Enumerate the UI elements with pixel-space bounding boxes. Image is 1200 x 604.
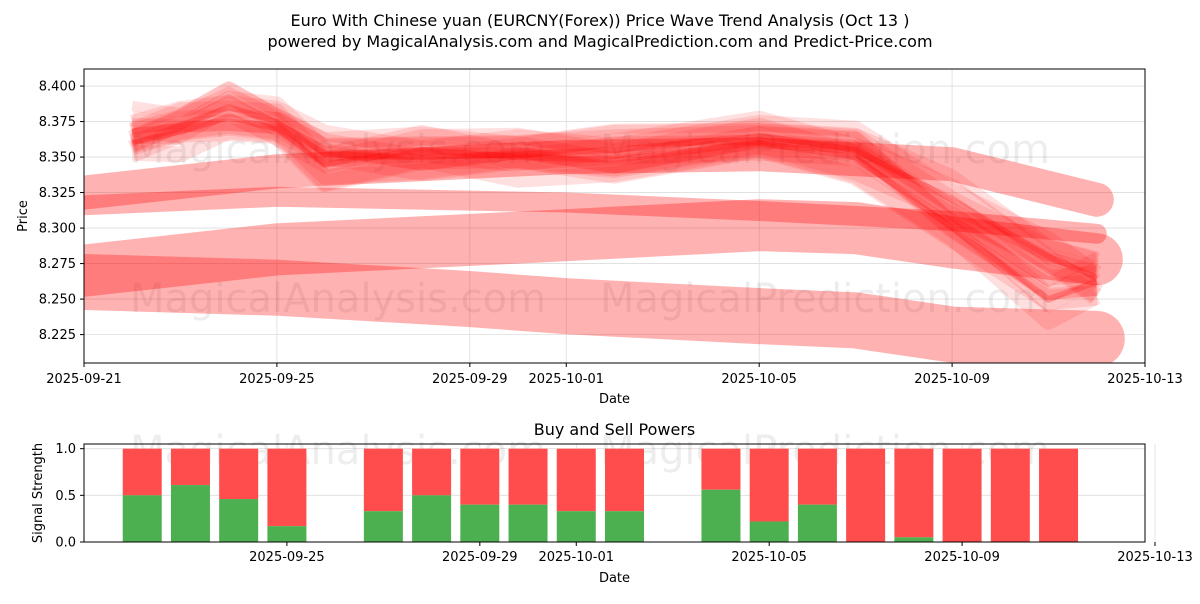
y-tick-label: 8.250 xyxy=(39,293,76,308)
sell-bar xyxy=(701,448,741,490)
y-tick-label: 0.0 xyxy=(55,536,76,551)
buy-bar xyxy=(460,504,500,542)
sell-bar xyxy=(749,448,789,522)
sell-bar xyxy=(219,448,259,500)
buy-bar xyxy=(749,521,789,542)
wave-line xyxy=(129,117,1102,303)
buy-bar xyxy=(170,485,210,542)
sell-bar xyxy=(122,448,162,496)
y-tick-label: 0.5 xyxy=(55,489,76,504)
y-axis-label: Price xyxy=(16,200,31,232)
watermark-group: MagicalAnalysis.com MagicalPrediction.com… xyxy=(130,127,1050,322)
sell-bar xyxy=(894,448,934,538)
buy-bar xyxy=(363,511,403,542)
watermark-text: MagicalAnalysis.com xyxy=(130,127,546,173)
sell-bar xyxy=(605,448,644,512)
wave-line xyxy=(130,86,1100,287)
sell-bar xyxy=(363,448,403,512)
chart-title-line2: powered by MagicalAnalysis.com and Magic… xyxy=(267,32,932,51)
x-axis-label: Date xyxy=(599,571,630,586)
power-chart-title: Buy and Sell Powers xyxy=(534,420,696,439)
y-tick-label: 8.275 xyxy=(39,257,76,272)
y-tick-label: 8.300 xyxy=(39,222,76,237)
wave-band-band-2 xyxy=(84,186,1107,244)
power-chart: MagicalAnalysis.comMagicalPrediction.com… xyxy=(31,420,1193,586)
sell-bar xyxy=(797,448,837,505)
wave-line xyxy=(131,81,1099,262)
sell-bar xyxy=(508,448,548,505)
y-tick-label: 8.325 xyxy=(39,186,76,201)
price-chart: MagicalAnalysis.com MagicalPrediction.com… xyxy=(16,68,1183,407)
wave-line xyxy=(131,106,1099,287)
wave-band-band-1 xyxy=(84,137,1114,217)
wave-core-wave-upper xyxy=(131,104,1099,281)
wave-band-band-3 xyxy=(84,199,1123,297)
buy-bar xyxy=(412,495,452,542)
wave-line xyxy=(128,109,1098,301)
x-tick-label: 2025-09-25 xyxy=(239,372,315,387)
x-tick-label: 2025-10-13 xyxy=(1107,372,1183,387)
x-tick-label: 2025-09-25 xyxy=(249,550,325,565)
watermark-text: MagicalPrediction.com xyxy=(600,276,1050,322)
sell-bar xyxy=(170,448,210,486)
buy-bar xyxy=(701,489,741,542)
wave-line xyxy=(131,96,1101,303)
wave-band-band-4 xyxy=(84,254,1125,363)
buy-bar xyxy=(219,499,259,542)
sell-bar xyxy=(412,448,452,496)
sell-bar xyxy=(990,448,1030,542)
x-tick-label: 2025-09-21 xyxy=(46,372,122,387)
y-tick-label: 8.225 xyxy=(39,328,76,343)
buy-bar xyxy=(267,526,307,542)
wave-line xyxy=(131,123,1101,330)
x-tick-label: 2025-10-01 xyxy=(528,372,604,387)
buy-bar xyxy=(797,504,837,542)
y-tick-label: 1.0 xyxy=(55,442,76,457)
wave-line xyxy=(130,120,1098,300)
buy-bar xyxy=(508,504,548,542)
sell-bar xyxy=(846,448,886,542)
buy-bar xyxy=(122,495,162,542)
x-tick-label: 2025-09-29 xyxy=(432,372,508,387)
x-tick-label: 2025-10-09 xyxy=(914,372,990,387)
plot-area xyxy=(84,81,1125,363)
wave-line xyxy=(128,119,1098,311)
watermark-text: MagicalPrediction.com xyxy=(600,127,1050,173)
x-tick-label: 2025-09-29 xyxy=(442,550,518,565)
sell-bar xyxy=(1039,448,1079,542)
y-tick-label: 8.375 xyxy=(39,115,76,130)
plot-frame xyxy=(83,68,1146,364)
sell-bar xyxy=(460,448,500,505)
wave-line xyxy=(129,95,1102,281)
y-tick-label: 8.400 xyxy=(39,80,76,95)
wave-line xyxy=(129,82,1100,275)
y-tick-label: 8.350 xyxy=(39,151,76,166)
wave-line xyxy=(129,100,1098,286)
x-tick-label: 2025-10-05 xyxy=(731,550,807,565)
x-tick-label: 2025-10-05 xyxy=(721,372,797,387)
sell-bar xyxy=(942,448,982,542)
buy-bar xyxy=(556,511,596,542)
x-tick-label: 2025-10-13 xyxy=(1117,550,1193,565)
wave-line xyxy=(130,93,1099,275)
sell-bar xyxy=(267,448,307,527)
wave-core-wave-mid xyxy=(131,114,1098,303)
buy-bar xyxy=(894,537,934,542)
x-tick-label: 2025-10-09 xyxy=(924,550,1000,565)
wave-line xyxy=(129,113,1104,304)
chart-title-line1: Euro With Chinese yuan (EURCNY(Forex)) P… xyxy=(291,11,910,30)
y-axis-label: Signal Strength xyxy=(31,443,46,543)
wave-line xyxy=(132,112,1100,313)
wave-line xyxy=(131,90,1099,278)
buy-bar xyxy=(605,511,644,542)
x-tick-label: 2025-10-01 xyxy=(538,550,614,565)
watermark-text: MagicalAnalysis.com xyxy=(130,276,546,322)
plot-frame xyxy=(83,443,1146,543)
x-axis-label: Date xyxy=(599,392,630,407)
sell-bar xyxy=(556,448,596,512)
